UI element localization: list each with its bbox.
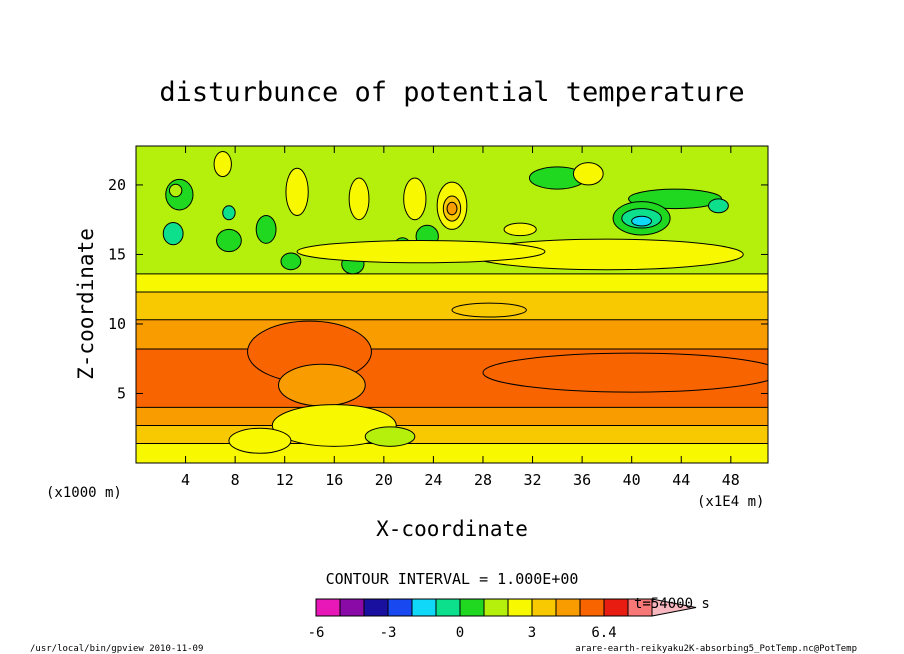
contour-blob (631, 215, 653, 227)
x-tick-label: 24 (424, 471, 442, 489)
x-tick-label: 36 (573, 471, 591, 489)
contour-blob (482, 352, 768, 393)
colorbar-extension-arrow (651, 598, 697, 617)
contour-blob (451, 302, 527, 318)
x-tick-label: 4 (181, 471, 190, 489)
x-axis: 4 8 12 16 20 24 28 32 36 40 44 48 (181, 146, 740, 489)
y-tick-label: 20 (108, 176, 126, 194)
contour-blob (280, 252, 302, 271)
colorbar-box (531, 598, 557, 617)
colorbar-box (459, 598, 485, 617)
colorbar-box (603, 598, 629, 617)
contour-interval-text: CONTOUR INTERVAL = 1.000E+00 (326, 570, 579, 588)
x-tick-label: 20 (375, 471, 393, 489)
contour-blob (572, 162, 604, 186)
x-tick-label: 12 (276, 471, 294, 489)
contour-blob (348, 177, 370, 221)
contour-blob (228, 427, 292, 454)
colorbar-box (411, 598, 437, 617)
contour-band (136, 407, 768, 426)
contour-band (136, 291, 768, 320)
contour-band (136, 273, 768, 292)
colorbar-tick-label: -6 (308, 625, 325, 641)
contour-blob (503, 222, 537, 237)
plot-frame (135, 145, 769, 464)
x-axis-label: X-coordinate (376, 517, 528, 541)
footer-right: arare-earth-reikyaku2K-absorbing5_PotTem… (575, 644, 857, 654)
colorbar-box (507, 598, 533, 617)
colorbar-box (483, 598, 509, 617)
plot-area (136, 146, 768, 463)
y-tick-label: 15 (108, 245, 126, 263)
colorbar-box (579, 598, 605, 617)
contour-blob (296, 240, 546, 264)
colorbar-box (315, 598, 341, 617)
colorbar-tick-label: 3 (528, 625, 536, 641)
x-tick-label: 8 (231, 471, 240, 489)
y-tick-label: 5 (117, 384, 126, 402)
colorbar: -6 -3 0 3 6.4 (308, 598, 697, 641)
colorbar-box (387, 598, 413, 617)
x-tick-label: 40 (623, 471, 641, 489)
time-label: t=54000 s (634, 596, 710, 612)
chart-title: disturbunce of potential temperature (159, 77, 744, 108)
colorbar-box (435, 598, 461, 617)
contour-blob (364, 426, 416, 447)
contour-blob (255, 215, 277, 244)
y-tick-label: 10 (108, 315, 126, 333)
contour-blob (708, 198, 729, 214)
contour-band (136, 319, 768, 349)
contour-blob (222, 205, 236, 221)
colorbar-box (339, 598, 365, 617)
colorbar-box (363, 598, 389, 617)
x-tick-label: 16 (325, 471, 343, 489)
y-axis: 5 10 15 20 (108, 176, 768, 402)
colorbar-tick-label: 0 (456, 625, 464, 641)
contour-blob (446, 201, 458, 216)
contour-blob (162, 221, 184, 246)
colorbar-box (555, 598, 581, 617)
x-tick-label: 32 (524, 471, 542, 489)
contour-blob (285, 167, 309, 217)
x-unit-note: (x1E4 m) (697, 494, 764, 510)
colorbar-tick-label: 6.4 (591, 625, 616, 641)
contour-blob (213, 151, 232, 178)
y-unit-note: (x1000 m) (46, 485, 122, 501)
x-tick-label: 44 (672, 471, 690, 489)
contour-blob (403, 177, 427, 221)
x-tick-label: 28 (474, 471, 492, 489)
contour-blob (216, 228, 242, 253)
contour-band (136, 443, 768, 463)
contour-blob (168, 183, 183, 198)
footer-left: /usr/local/bin/gpview 2010-11-09 (30, 644, 203, 654)
contour-blob (278, 363, 366, 407)
y-axis-label: Z-coordinate (74, 228, 98, 380)
colorbar-tick-label: -3 (380, 625, 397, 641)
x-tick-label: 48 (722, 471, 740, 489)
